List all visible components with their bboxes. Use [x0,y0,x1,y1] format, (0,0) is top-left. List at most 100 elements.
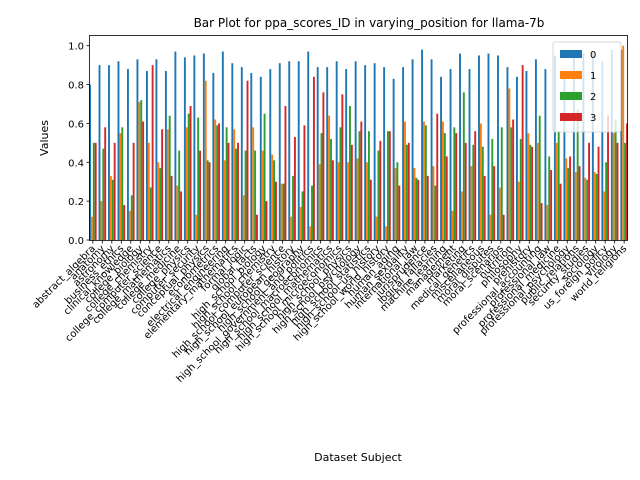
bar-series-2-high_school_statistics [367,131,370,240]
bar-series-1-clinical_knowledge [128,210,131,240]
bar-series-1-machine_learning [441,121,444,240]
bar-series-1-virology [612,133,615,240]
bar-series-1-jurisprudence [423,121,425,240]
bar-series-2-anatomy [102,148,105,240]
bar-series-0-prehistory [525,70,528,240]
bar-series-0-high_school_biology [259,76,262,240]
bar-series-0-sociology [591,51,594,240]
bar-series-0-human_sexuality [402,67,405,240]
bar-series-1-miscellaneous [479,123,482,240]
bar-series-1-business_ethics [119,133,122,240]
bar-series-0-high_school_macroeconomics [316,67,319,240]
bar-series-3-clinical_knowledge [132,142,135,240]
bar-series-3-college_chemistry [151,65,154,240]
bar-series-2-college_medicine [178,150,181,240]
bar-series-2-management [453,127,456,240]
bar-series-3-econometrics [218,123,220,240]
legend-frame [552,41,622,133]
bar-series-3-us_foreign_policy [607,115,609,240]
bar-series-0-world_religions [620,49,623,240]
bar-series-3-college_medicine [180,191,183,240]
bar-series-2-international_law [415,177,418,240]
bar-series-2-global_facts [254,150,257,240]
bar-series-2-human_aging [396,162,399,240]
y-tick-label: 0.0 [68,236,84,247]
bar-series-0-high_school_european_history [288,61,291,241]
legend-swatch-0 [560,50,582,58]
bar-series-1-college_mathematics [166,129,169,240]
bar-series-2-high_school_psychology [358,131,361,240]
bar-series-0-security_studies [582,53,585,240]
bar-series-2-college_computer_science [159,168,162,240]
bar-series-1-human_aging [394,168,397,240]
bar-series-2-moral_scenarios [500,127,503,240]
bar-series-2-nutrition [510,127,513,240]
bar-series-1-high_school_physics [347,162,350,240]
bar-series-0-anatomy [98,65,101,240]
bar-series-1-management [451,210,454,240]
bar-series-2-philosophy [519,138,522,240]
bar-series-1-world_religions [622,45,625,241]
bar-series-0-public_relations [572,55,575,241]
bar-series-1-anatomy [100,201,103,240]
bar-series-1-high_school_european_history [290,216,293,240]
bar-series-1-logical_fallacies [432,166,435,240]
x-axis: abstract_algebraanatomyastronomybusiness… [31,240,629,385]
bar-series-0-professional_accounting [534,59,537,241]
bar-series-3-college_physics [189,105,192,240]
bar-series-1-high_school_computer_science [280,183,283,240]
bar-series-3-elementary_mathematics [237,142,239,240]
bar-series-1-college_computer_science [157,162,160,240]
bar-series-1-college_medicine [176,185,179,240]
bar-series-3-high_school_macroeconomics [322,92,325,240]
bar-series-0-us_foreign_policy [601,61,604,241]
bar-series-3-medical_genetics [474,131,477,240]
bar-series-3-high_school_world_history [388,131,391,240]
bar-series-0-international_law [411,59,414,241]
bar-series-1-high_school_mathematics [328,115,331,240]
bar-series-1-high_school_statistics [366,162,368,240]
bar-series-3-business_ethics [123,205,126,240]
bar-series-3-professional_accounting [540,203,543,240]
legend-swatch-2 [560,92,582,100]
bar-series-3-high_school_mathematics [331,160,334,240]
bar-series-1-professional_medicine [555,142,558,240]
bar-series-3-high_school_computer_science [284,105,287,240]
bar-series-0-high_school_geography [297,61,300,241]
bar-series-1-nutrition [508,88,511,241]
bar-series-2-sociology [595,173,598,240]
bar-series-2-college_mathematics [168,115,171,240]
bar-series-1-professional_accounting [536,142,539,240]
chart-title: Bar Plot for ppa_scores_ID in varying_po… [194,16,545,30]
bar-series-2-public_relations [576,109,579,240]
bar-series-3-anatomy [104,127,107,240]
bar-series-1-sociology [593,172,596,240]
bar-series-0-medical_genetics [468,69,471,240]
bar-series-3-formal_logic [246,80,249,240]
bar-series-0-conceptual_physics [202,53,205,240]
bar-series-3-high_school_statistics [369,179,372,240]
bar-series-0-high_school_mathematics [326,67,329,240]
bar-series-2-college_physics [187,113,190,240]
bar-series-1-astronomy [109,175,112,240]
x-axis-title: Dataset Subject [314,451,402,464]
bar-series-3-high_school_microeconomics [341,94,344,240]
bar-series-0-high_school_computer_science [278,63,281,241]
bar-series-2-high_school_macroeconomics [320,133,323,240]
bar-series-3-marketing [464,142,467,240]
bar-series-1-college_chemistry [147,142,150,240]
bar-series-2-virology [614,119,617,240]
bar-series-3-high_school_european_history [293,137,296,240]
bar-series-0-computer_security [193,55,196,241]
y-axis-title: Values [38,120,51,156]
bar-series-3-high_school_biology [265,201,268,240]
bar-series-1-abstract_algebra [90,216,93,240]
bar-series-1-professional_psychology [565,158,568,240]
bar-series-0-management [449,69,452,240]
bar-series-3-prehistory [531,146,534,240]
bar-series-1-high_school_geography [299,206,302,240]
bar-series-2-high_school_microeconomics [339,127,342,240]
bar-series-3-public_relations [578,166,581,240]
bar-series-1-high_school_psychology [356,158,359,240]
